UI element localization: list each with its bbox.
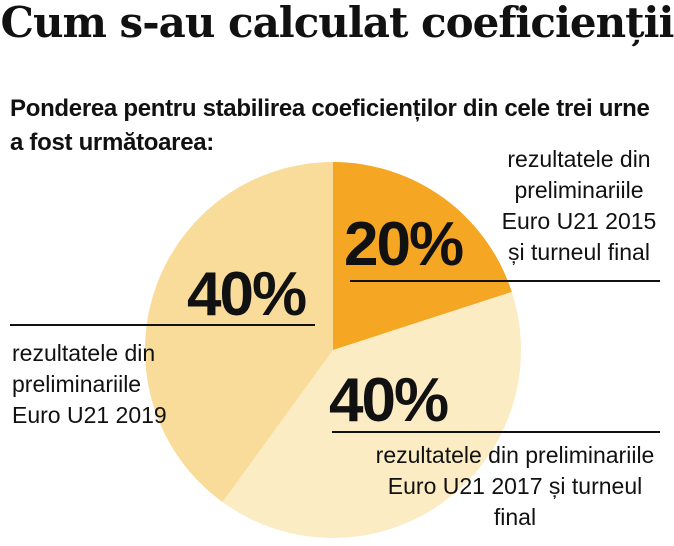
rule-slice-3: [10, 324, 315, 326]
slice-3-label: rezultatele din preliminariile Euro U21 …: [12, 340, 167, 428]
slice-2-label: rezultatele din preliminariile Euro U21 …: [375, 442, 655, 530]
chart-subtitle: Ponderea pentru stabilirea coeficiențilo…: [10, 95, 650, 156]
rule-slice-2: [332, 431, 660, 433]
slice-1-percent: 20%: [344, 210, 464, 279]
pie-slice-2: [222, 291, 521, 538]
slice-1-label: rezultatele din preliminariile Euro U21 …: [501, 146, 657, 265]
pie-slice-3: [145, 162, 333, 503]
slice-2-percent: 40%: [329, 366, 449, 435]
rule-slice-1: [350, 280, 660, 282]
chart-title: Cum s-au calculat coeficienții: [0, 0, 674, 47]
slice-3-percent: 40%: [187, 260, 307, 329]
pie-slice-1: [333, 162, 512, 350]
